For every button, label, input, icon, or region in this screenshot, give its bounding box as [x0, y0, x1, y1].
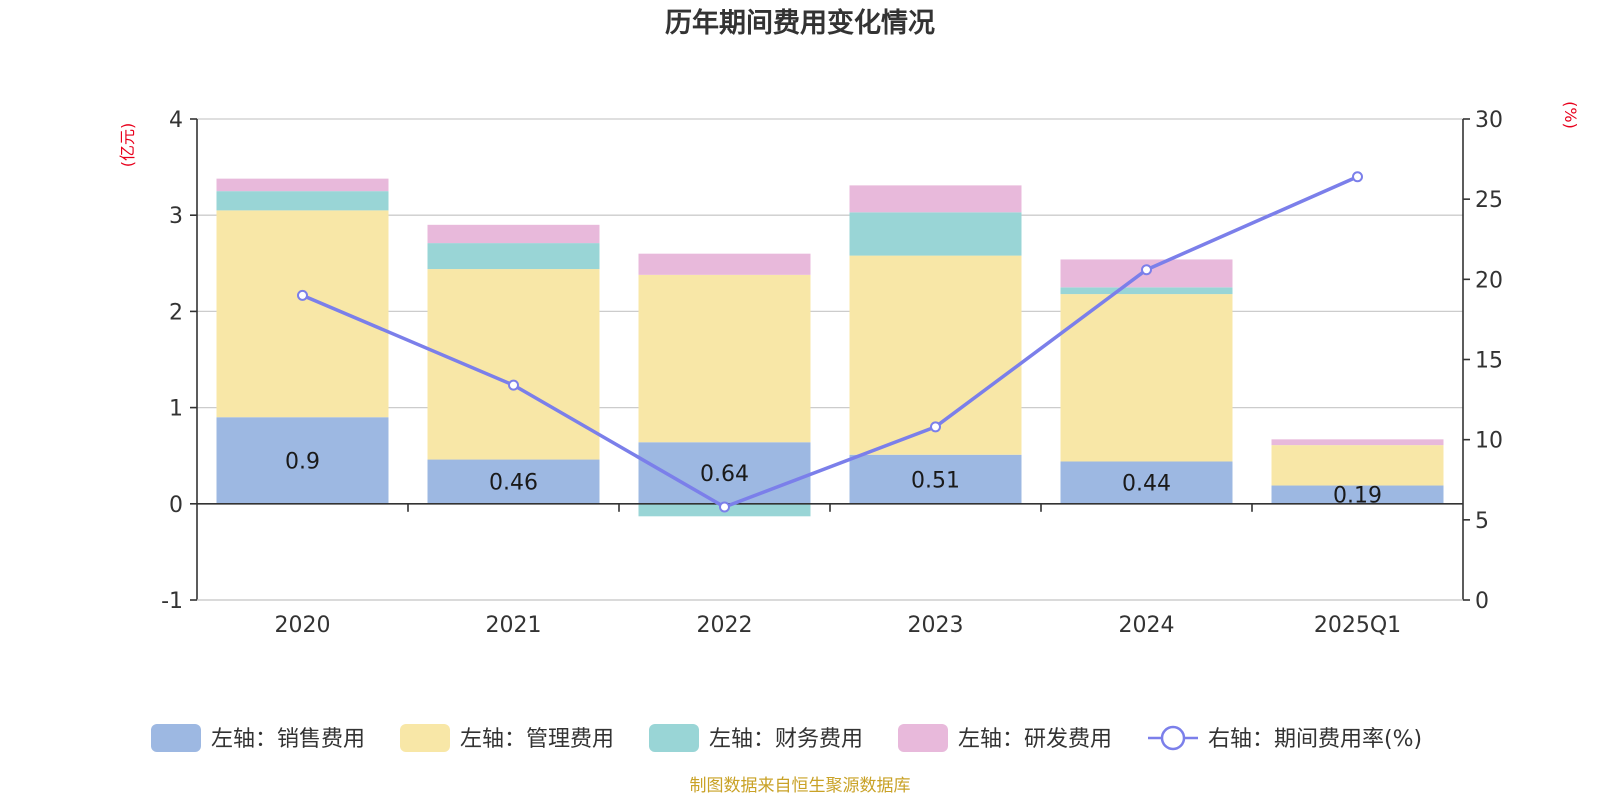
source-note: 制图数据来自恒生聚源数据库 — [690, 776, 911, 796]
category-label: 2020 — [275, 613, 331, 638]
axes: -1 0 1 2 3 4 0 5 10 15 20 25 30 2020 2021 2022 2023 2024 2… — [161, 108, 1503, 638]
bar-segment — [1060, 287, 1233, 295]
bar-segment — [849, 185, 1022, 213]
category-label: 2021 — [486, 613, 542, 638]
legend-swatch — [400, 724, 450, 752]
data-label: 0.9 — [285, 450, 320, 475]
bar-segment — [1271, 445, 1444, 486]
bar-segment — [1271, 485, 1444, 504]
left-tick-label: 4 — [169, 108, 183, 133]
category-label: 2022 — [697, 613, 753, 638]
bar-series — [216, 178, 1444, 517]
bar-segment — [427, 269, 600, 460]
legend-label: 左轴：销售费用 — [211, 727, 365, 752]
category-label: 2025Q1 — [1314, 613, 1401, 638]
legend-marker — [1160, 725, 1186, 751]
category-label: 2024 — [1119, 613, 1175, 638]
legend-swatch — [649, 724, 699, 752]
bar-segment — [216, 178, 389, 192]
bar-segment — [849, 212, 1022, 256]
right-tick-label: 20 — [1475, 268, 1503, 293]
data-label: 0.46 — [489, 471, 538, 496]
chart-title: 历年期间费用变化情况 — [665, 7, 935, 39]
legend-label: 左轴：研发费用 — [958, 727, 1112, 752]
data-label: 0.64 — [700, 462, 749, 487]
right-tick-label: 0 — [1475, 589, 1489, 614]
rate-line — [301, 175, 1359, 509]
left-tick-label: 2 — [169, 300, 183, 325]
rate-point — [508, 379, 519, 391]
bar-segment — [216, 210, 389, 418]
rate-point — [1352, 171, 1363, 183]
rate-point — [1141, 264, 1152, 276]
bar-segment — [427, 459, 600, 504]
rate-line-series — [297, 171, 1363, 513]
bar-segment — [1271, 439, 1444, 446]
bar-segment — [427, 224, 600, 244]
left-tick-label: 1 — [169, 397, 183, 422]
category-label: 2023 — [908, 613, 964, 638]
legend-label: 右轴：期间费用率(%) — [1208, 727, 1422, 752]
rate-point — [930, 421, 941, 433]
right-tick-label: 25 — [1475, 188, 1503, 213]
rate-point — [297, 289, 308, 301]
bar-segment — [216, 191, 389, 211]
left-axis-unit: (亿元) — [118, 123, 137, 168]
data-label: 0.19 — [1333, 484, 1382, 509]
legend-swatch — [151, 724, 201, 752]
legend-label: 左轴：管理费用 — [460, 727, 614, 752]
bar-segment — [638, 274, 811, 443]
left-tick-label: 0 — [169, 493, 183, 518]
legend: 左轴：销售费用 左轴：管理费用 左轴：财务费用 左轴：研发费用 右轴：期间费用率(%) — [151, 724, 1422, 752]
legend-label: 左轴：财务费用 — [709, 727, 863, 752]
rate-point — [719, 501, 730, 513]
bar-segment — [216, 417, 389, 504]
legend-swatch — [898, 724, 948, 752]
left-tick-label: 3 — [169, 204, 183, 229]
bar-segment — [1060, 294, 1233, 462]
bar-segment — [849, 454, 1022, 504]
left-tick-label: -1 — [161, 589, 183, 614]
right-tick-label: 30 — [1475, 108, 1503, 133]
bar-segment — [638, 253, 811, 275]
right-tick-label: 15 — [1475, 349, 1503, 374]
right-tick-label: 10 — [1475, 429, 1503, 454]
right-tick-label: 5 — [1475, 509, 1489, 534]
right-axis-unit: (%) — [1561, 101, 1580, 129]
bar-data-labels: 0.9 0.46 0.64 0.51 0.44 0.19 — [285, 450, 1382, 509]
bar-segment — [427, 243, 600, 270]
bar-segment — [1060, 461, 1233, 504]
data-label: 0.44 — [1122, 472, 1171, 497]
data-label: 0.51 — [911, 468, 960, 493]
